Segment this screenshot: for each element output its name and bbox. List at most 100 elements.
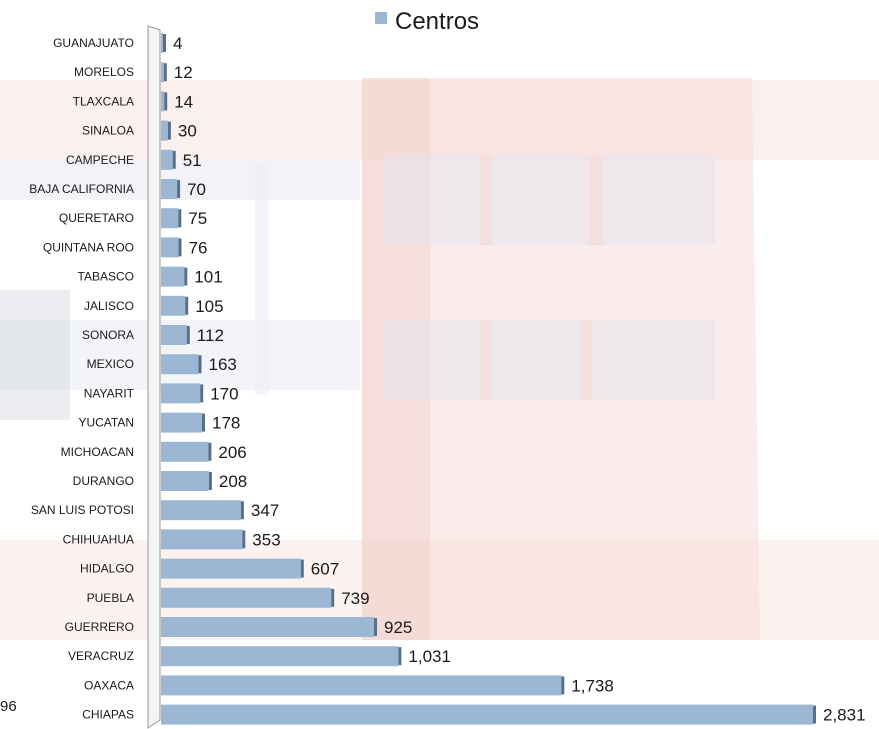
- category-label: TABASCO: [78, 270, 134, 284]
- bar-end-cap: [240, 501, 244, 520]
- value-label: 178: [212, 414, 240, 433]
- bar-end-cap: [178, 209, 182, 228]
- bar-end-cap: [185, 296, 189, 315]
- bar: [161, 266, 185, 287]
- legend-swatch: [375, 12, 387, 24]
- bar-end-cap: [300, 559, 304, 578]
- bar: [161, 529, 243, 550]
- bar-end-cap: [200, 384, 204, 403]
- category-label: BAJA CALIFORNIA: [29, 182, 134, 196]
- value-label: 76: [189, 238, 208, 257]
- value-label: 1,738: [571, 676, 614, 695]
- category-label: MORELOS: [74, 65, 134, 79]
- bar: [161, 675, 562, 696]
- value-label: 208: [219, 472, 247, 491]
- category-label: NAYARIT: [84, 386, 135, 400]
- category-label: GUERRERO: [65, 620, 134, 634]
- value-label: 4: [173, 34, 182, 53]
- value-label: 353: [252, 530, 280, 549]
- value-label: 170: [210, 384, 238, 403]
- value-label: 607: [311, 560, 339, 579]
- value-label: 1,031: [408, 647, 451, 666]
- value-label: 163: [209, 355, 237, 374]
- category-label: YUCATAN: [78, 416, 134, 430]
- axis-wall: [147, 25, 161, 729]
- bar: [161, 646, 399, 667]
- value-label: 105: [195, 297, 223, 316]
- category-label: MEXICO: [87, 357, 134, 371]
- legend-label: Centros: [395, 8, 479, 35]
- value-label: 14: [174, 92, 193, 111]
- category-label: VERACRUZ: [68, 649, 134, 663]
- bar: [161, 237, 179, 258]
- bar-end-cap: [208, 472, 212, 490]
- value-label: 347: [251, 501, 279, 520]
- category-label: GUANAJUATO: [53, 36, 134, 50]
- bar-end-cap: [398, 647, 402, 666]
- stray-value-label: 96: [0, 698, 17, 715]
- value-label: 51: [183, 151, 202, 170]
- bar-end-cap: [198, 355, 202, 374]
- bar: [161, 354, 199, 375]
- bar: [161, 179, 178, 199]
- bar-end-cap: [163, 34, 166, 52]
- value-label: 2,831: [823, 706, 866, 725]
- value-label: 739: [341, 589, 369, 608]
- bar: [161, 587, 332, 608]
- category-label: QUERETARO: [59, 211, 134, 225]
- bar: [161, 295, 186, 316]
- value-label: 75: [188, 209, 207, 228]
- bar: [161, 500, 241, 521]
- bar-end-cap: [184, 267, 188, 286]
- bar: [161, 617, 374, 637]
- value-label: 112: [197, 326, 224, 345]
- bar-end-cap: [208, 442, 212, 461]
- bar-end-cap: [202, 413, 205, 432]
- category-label: QUINTANA ROO: [43, 240, 134, 254]
- category-label: SAN LUIS POTOSI: [31, 503, 134, 517]
- value-label: 206: [218, 443, 246, 462]
- bar-end-cap: [813, 705, 816, 724]
- bar-end-cap: [242, 530, 246, 549]
- value-label: 12: [174, 63, 193, 82]
- bar: [161, 62, 164, 83]
- category-label: TLAXCALA: [73, 94, 134, 108]
- category-label: SINALOA: [82, 124, 134, 138]
- bar-end-cap: [167, 121, 171, 140]
- category-label: JALISCO: [84, 299, 134, 313]
- category-label: HIDALGO: [80, 562, 134, 576]
- value-label: 925: [384, 618, 412, 637]
- bar: [161, 208, 179, 229]
- bar: [161, 91, 165, 112]
- bar-end-cap: [163, 63, 167, 82]
- legend: Centros: [375, 8, 479, 35]
- value-label: 101: [194, 268, 222, 287]
- value-label: 30: [178, 122, 197, 141]
- category-label: MICHOACAN: [61, 445, 134, 459]
- bar: [161, 120, 168, 141]
- bar-end-cap: [331, 588, 335, 607]
- bar-end-cap: [186, 326, 190, 344]
- bar: [161, 441, 209, 462]
- bar: [161, 558, 301, 579]
- bar: [161, 383, 201, 404]
- bar-end-cap: [374, 618, 377, 636]
- category-label: OAXACA: [84, 678, 134, 692]
- category-label: DURANGO: [73, 474, 134, 488]
- category-label: SONORA: [82, 328, 134, 342]
- bar: [161, 325, 187, 345]
- bar: [161, 149, 173, 170]
- bar-end-cap: [177, 180, 181, 198]
- bar-end-cap: [164, 92, 168, 111]
- bar-end-cap: [172, 150, 176, 169]
- category-label: PUEBLA: [87, 591, 134, 605]
- category-label: CHIAPAS: [82, 708, 134, 722]
- bar: [161, 704, 813, 725]
- category-label: CHIHUAHUA: [63, 532, 134, 546]
- bar-end-cap: [178, 238, 182, 257]
- bar: [161, 33, 163, 53]
- bar-end-cap: [561, 676, 565, 695]
- category-label: CAMPECHE: [66, 153, 134, 167]
